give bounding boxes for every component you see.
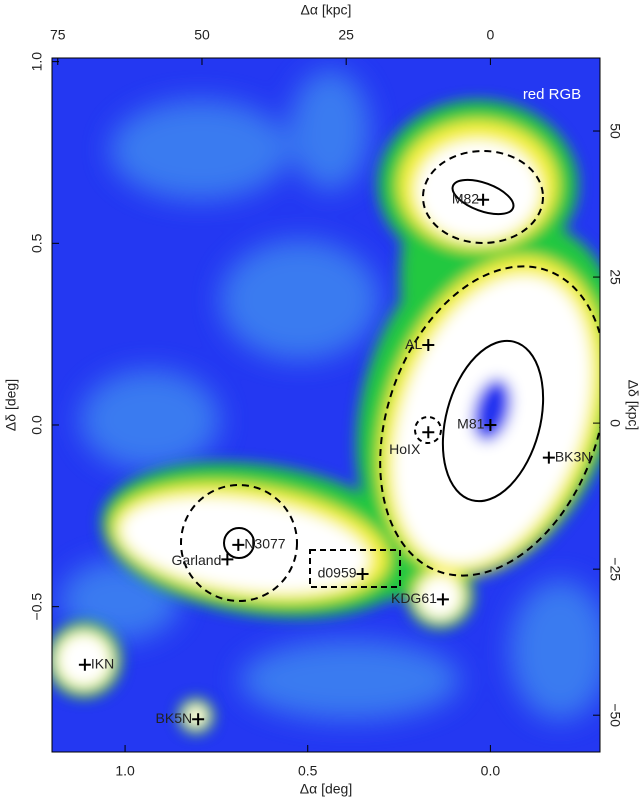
galaxy-marker bbox=[436, 593, 449, 606]
y2-tick-label: 50 bbox=[607, 123, 623, 139]
galaxy-marker bbox=[232, 538, 245, 551]
galaxy-label: BK5N bbox=[156, 710, 193, 726]
galaxy-label: KDG61 bbox=[391, 590, 437, 606]
y-tick-label: 1.0 bbox=[29, 52, 45, 72]
annotation: red RGB bbox=[523, 86, 581, 103]
y2-tick-label: 0 bbox=[607, 419, 623, 427]
y2-axis-title: Δδ [kpc] bbox=[625, 380, 641, 431]
galaxy-marker bbox=[192, 713, 205, 726]
plot-frame bbox=[51, 57, 601, 753]
galaxy-marker bbox=[484, 418, 497, 431]
galaxy-label: M82 bbox=[452, 190, 479, 206]
galaxy-marker bbox=[477, 193, 490, 206]
y2-tick-label: 25 bbox=[607, 269, 623, 285]
x2-tick-label: 75 bbox=[50, 27, 66, 43]
galaxy-marker bbox=[221, 553, 234, 566]
galaxy-marker bbox=[542, 451, 555, 464]
x-tick-label: 1.0 bbox=[115, 763, 135, 779]
galaxy-label: N3077 bbox=[244, 536, 285, 552]
x-tick-label: 0.5 bbox=[298, 763, 318, 779]
x2-tick-label: 25 bbox=[338, 27, 354, 43]
contours bbox=[180, 150, 600, 602]
galaxy-label: BK3N bbox=[555, 448, 592, 464]
x2-axis-title: Δα [kpc] bbox=[301, 2, 352, 18]
galaxy-label: IKN bbox=[91, 655, 114, 671]
galaxy-marker bbox=[422, 339, 435, 352]
y-tick-label: −0.5 bbox=[29, 593, 45, 621]
x-tick-label: 0.0 bbox=[481, 763, 501, 779]
galaxy-label: AL bbox=[405, 336, 422, 352]
y-tick-label: 0.0 bbox=[29, 415, 45, 435]
x-axis-title: Δα [deg] bbox=[300, 781, 352, 797]
galaxy-label: HoIX bbox=[389, 441, 421, 457]
density-map bbox=[52, 58, 600, 752]
galaxy-marker bbox=[356, 567, 369, 580]
x2-tick-label: 50 bbox=[194, 27, 210, 43]
y-tick-label: 0.5 bbox=[29, 233, 45, 253]
galaxy-label: M81 bbox=[457, 416, 484, 432]
y2-tick-label: −50 bbox=[607, 703, 623, 727]
galaxy-label: Garland bbox=[172, 552, 222, 568]
y-axis-title: Δδ [deg] bbox=[3, 379, 19, 431]
y2-tick-label: −25 bbox=[607, 557, 623, 581]
x2-tick-label: 0 bbox=[487, 27, 495, 43]
galaxy-marker bbox=[422, 426, 435, 439]
galaxy-marker bbox=[78, 658, 91, 671]
galaxy-label: d0959 bbox=[318, 565, 357, 581]
